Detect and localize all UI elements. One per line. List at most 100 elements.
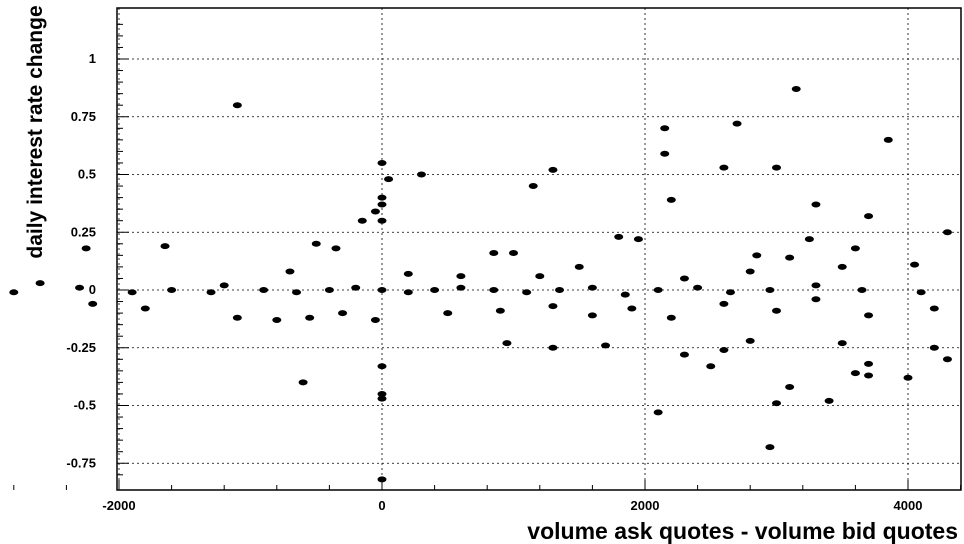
data-point xyxy=(311,240,321,247)
data-point xyxy=(377,159,387,166)
data-point xyxy=(377,287,387,293)
data-point xyxy=(660,150,670,157)
data-point xyxy=(206,289,216,296)
y-tick-label: -0.75 xyxy=(66,455,96,470)
data-point xyxy=(35,280,45,287)
data-point xyxy=(331,245,341,252)
data-point xyxy=(653,287,663,293)
data-point xyxy=(679,275,689,282)
data-point xyxy=(509,250,518,257)
y-tick-label: -0.25 xyxy=(66,340,96,355)
data-point xyxy=(772,307,781,314)
x-axis-title: volume ask quotes - volume bid quotes xyxy=(527,518,958,544)
data-point xyxy=(857,287,867,293)
data-point xyxy=(443,310,453,317)
data-point xyxy=(377,201,387,208)
data-point xyxy=(377,217,387,224)
data-point xyxy=(837,340,847,347)
data-point xyxy=(864,312,874,319)
data-point xyxy=(660,125,670,132)
data-point xyxy=(765,287,775,293)
x-tick-label: 2000 xyxy=(631,498,660,513)
data-point xyxy=(587,312,597,319)
data-point xyxy=(883,136,893,143)
data-point xyxy=(614,233,624,240)
data-point xyxy=(864,213,874,220)
data-point xyxy=(502,340,512,347)
data-point xyxy=(929,305,939,312)
data-point xyxy=(916,289,926,296)
data-point xyxy=(140,305,150,312)
data-point xyxy=(528,183,538,190)
data-point xyxy=(824,397,834,404)
data-point xyxy=(305,314,315,321)
data-point xyxy=(666,196,676,203)
data-point xyxy=(574,263,584,270)
data-point xyxy=(9,289,19,296)
data-point xyxy=(338,310,348,317)
data-point xyxy=(370,208,380,215)
plot-frame xyxy=(116,7,962,491)
data-point xyxy=(719,347,729,354)
data-point xyxy=(232,314,242,321)
data-point xyxy=(903,374,913,381)
data-point xyxy=(910,261,920,268)
data-point xyxy=(377,194,387,201)
data-point xyxy=(929,344,939,351)
data-point xyxy=(791,86,801,93)
data-point xyxy=(456,273,466,280)
data-point xyxy=(745,268,755,275)
data-point xyxy=(864,360,874,367)
data-point xyxy=(752,252,762,259)
x-tick-labels: -4000-20000200040006000800010000 xyxy=(102,498,922,513)
data-point xyxy=(81,245,91,252)
data-point xyxy=(430,287,440,293)
data-point xyxy=(127,289,137,296)
y-tick-label: 0 xyxy=(89,282,96,297)
data-point xyxy=(719,164,729,171)
data-point xyxy=(548,344,558,351)
data-point xyxy=(522,289,532,296)
data-point xyxy=(324,287,334,293)
data-point xyxy=(666,314,676,321)
data-point xyxy=(765,444,775,451)
data-point xyxy=(219,282,229,289)
data-point xyxy=(377,395,387,402)
data-point xyxy=(489,287,499,293)
data-point xyxy=(772,164,781,171)
data-point xyxy=(403,289,413,296)
data-point xyxy=(627,305,637,312)
data-point xyxy=(285,268,295,275)
data-point xyxy=(785,384,795,391)
data-point xyxy=(850,245,860,252)
y-tick-labels: 1 0.75 0.5 0.25 0 -0.25 -0.5 -0.75 xyxy=(66,51,96,470)
data-point xyxy=(633,236,643,243)
data-point xyxy=(811,282,821,289)
data-point xyxy=(377,390,387,397)
data-point xyxy=(370,317,380,324)
data-point xyxy=(745,337,755,344)
data-point xyxy=(864,372,874,379)
data-point xyxy=(495,307,505,314)
data-point xyxy=(357,217,367,224)
grid xyxy=(117,8,961,490)
data-point xyxy=(548,166,558,173)
data-point xyxy=(601,342,611,349)
data-point xyxy=(384,176,394,183)
data-point xyxy=(351,284,361,291)
data-point xyxy=(377,363,387,370)
y-axis-title: daily interest rate change xyxy=(24,5,47,258)
data-point xyxy=(555,287,565,293)
data-point xyxy=(75,284,85,291)
x-tick-label: 0 xyxy=(378,498,385,513)
data-point xyxy=(272,317,282,324)
data-point xyxy=(850,370,860,377)
data-point xyxy=(259,287,269,293)
data-point xyxy=(160,243,170,250)
data-point xyxy=(232,102,242,109)
y-tick-label: 0.5 xyxy=(78,167,96,182)
data-point xyxy=(772,400,781,407)
data-point xyxy=(587,284,597,291)
